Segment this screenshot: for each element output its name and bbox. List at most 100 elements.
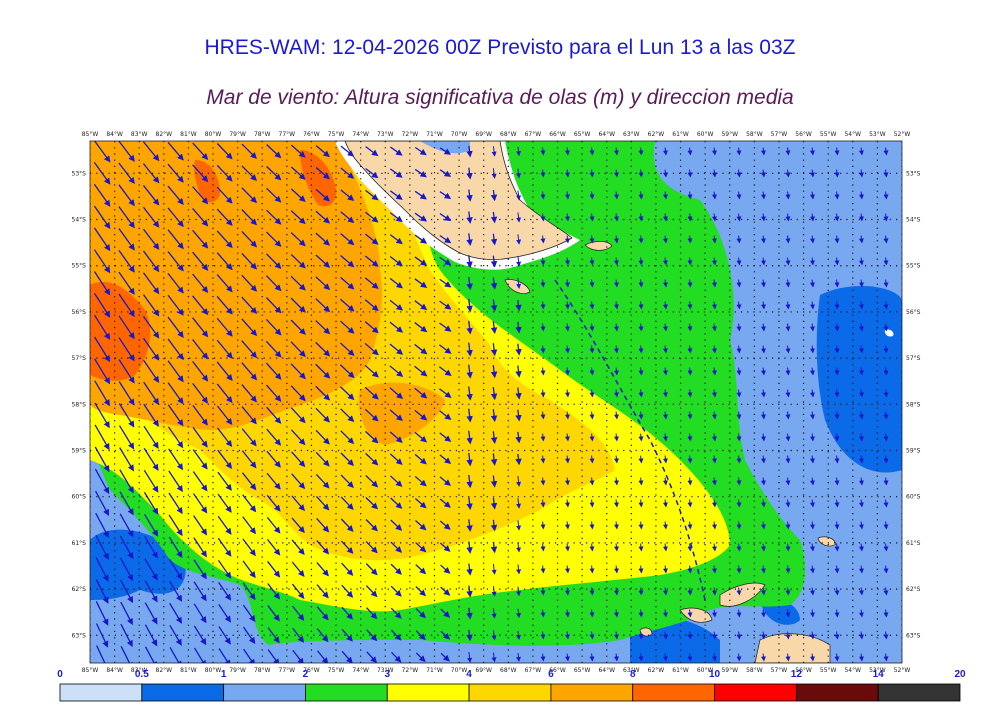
wave-arrow bbox=[192, 186, 209, 205]
wave-arrow bbox=[291, 473, 306, 490]
wave-arrow bbox=[834, 257, 840, 266]
wave-arrow bbox=[540, 653, 546, 662]
colorbar-swatch bbox=[305, 683, 388, 702]
wave-arrow bbox=[516, 564, 522, 575]
wave-arrow bbox=[118, 337, 135, 362]
wave-arrow bbox=[440, 586, 451, 596]
wave-arrow bbox=[192, 449, 208, 470]
wave-arrow bbox=[785, 521, 791, 530]
wave-arrow bbox=[785, 455, 791, 464]
wave-arrow bbox=[883, 631, 889, 640]
wave-arrow bbox=[193, 603, 207, 624]
wave-arrow bbox=[540, 499, 546, 508]
wave-arrow bbox=[466, 541, 473, 554]
wave-arrow bbox=[267, 605, 280, 622]
colorbar-label: 20 bbox=[954, 669, 966, 680]
wave-arrow bbox=[491, 146, 497, 157]
lat-label-left: 62°S bbox=[72, 586, 87, 593]
wave-arrow bbox=[341, 606, 354, 620]
wave-arrow bbox=[439, 542, 451, 552]
wave-arrow bbox=[340, 496, 354, 510]
wave-arrow bbox=[118, 293, 135, 318]
wave-arrow bbox=[168, 536, 183, 559]
wave-arrow bbox=[858, 631, 864, 640]
wave-arrow bbox=[516, 476, 522, 487]
wave-arrow bbox=[883, 543, 889, 552]
wave-arrow bbox=[711, 565, 717, 574]
wave-arrow bbox=[589, 587, 595, 596]
wave-arrow bbox=[390, 541, 403, 553]
wave-arrow bbox=[265, 275, 282, 292]
wave-arrow bbox=[516, 190, 522, 201]
wave-arrow bbox=[491, 586, 497, 597]
wave-arrow bbox=[365, 585, 378, 598]
wave-arrow bbox=[241, 209, 258, 226]
wave-arrow bbox=[389, 343, 404, 355]
wave-arrow bbox=[466, 519, 473, 532]
wave-arrow bbox=[192, 229, 209, 249]
wave-arrow bbox=[883, 565, 889, 574]
wave-arrow bbox=[265, 297, 282, 314]
wave-arrow bbox=[687, 433, 693, 442]
wave-arrow bbox=[711, 609, 717, 618]
lon-label-bottom: 68°W bbox=[500, 667, 517, 674]
wave-arrow bbox=[564, 367, 570, 376]
wave-arrow bbox=[785, 345, 791, 354]
lat-label-left: 63°S bbox=[72, 632, 87, 639]
wave-arrow bbox=[341, 584, 354, 598]
wave-arrow bbox=[466, 342, 473, 357]
wave-arrow bbox=[490, 387, 498, 401]
wave-arrow bbox=[414, 475, 427, 487]
wave-arrow bbox=[858, 433, 864, 442]
wave-arrow bbox=[389, 277, 403, 289]
wave-arrow bbox=[93, 227, 111, 252]
wave-arrow bbox=[736, 521, 742, 530]
wave-arrow bbox=[883, 455, 889, 464]
wave-arrow bbox=[143, 403, 159, 427]
wave-arrow bbox=[613, 565, 619, 574]
wave-arrow bbox=[340, 233, 355, 246]
wave-arrow bbox=[414, 212, 428, 222]
wave-arrow bbox=[760, 389, 766, 398]
wave-arrow bbox=[662, 301, 668, 310]
wave-arrow bbox=[290, 232, 306, 247]
map-area bbox=[90, 141, 902, 663]
wave-arrow bbox=[316, 650, 329, 663]
wave-arrow bbox=[785, 477, 791, 486]
wave-arrow bbox=[490, 541, 498, 554]
wave-arrow bbox=[809, 653, 815, 662]
wave-arrow bbox=[883, 279, 889, 288]
wave-arrow bbox=[291, 583, 305, 599]
lon-label-top: 64°W bbox=[598, 131, 615, 138]
wave-arrow bbox=[540, 543, 546, 552]
lat-label-right: 54°S bbox=[906, 217, 921, 224]
wave-arrow bbox=[540, 191, 546, 200]
wave-arrow bbox=[292, 627, 305, 643]
wave-arrow bbox=[94, 446, 110, 473]
wave-arrow bbox=[736, 235, 742, 244]
wave-arrow bbox=[216, 164, 233, 182]
wave-arrow bbox=[93, 205, 111, 230]
wave-arrow bbox=[167, 185, 184, 205]
wave-arrow bbox=[662, 323, 668, 332]
wave-arrow bbox=[241, 318, 258, 337]
wave-arrow bbox=[564, 147, 570, 156]
zone-6-8m bbox=[90, 141, 382, 430]
wave-arrow bbox=[265, 318, 282, 336]
wave-arrow bbox=[662, 543, 668, 552]
wave-arrow bbox=[687, 455, 693, 464]
wave-arrow bbox=[315, 276, 331, 291]
wave-arrow bbox=[834, 587, 840, 596]
wave-arrow bbox=[94, 380, 110, 407]
wave-arrow bbox=[169, 580, 183, 602]
wave-arrow bbox=[242, 582, 256, 601]
wave-arrow bbox=[736, 455, 742, 464]
wave-arrow bbox=[216, 186, 233, 204]
wave-arrow bbox=[466, 364, 473, 379]
wave-arrow bbox=[119, 447, 134, 472]
lon-label-bottom: 70°W bbox=[451, 667, 468, 674]
wave-arrow bbox=[95, 579, 109, 604]
wave-arrow bbox=[858, 477, 864, 486]
lon-label-top: 60°W bbox=[697, 131, 714, 138]
